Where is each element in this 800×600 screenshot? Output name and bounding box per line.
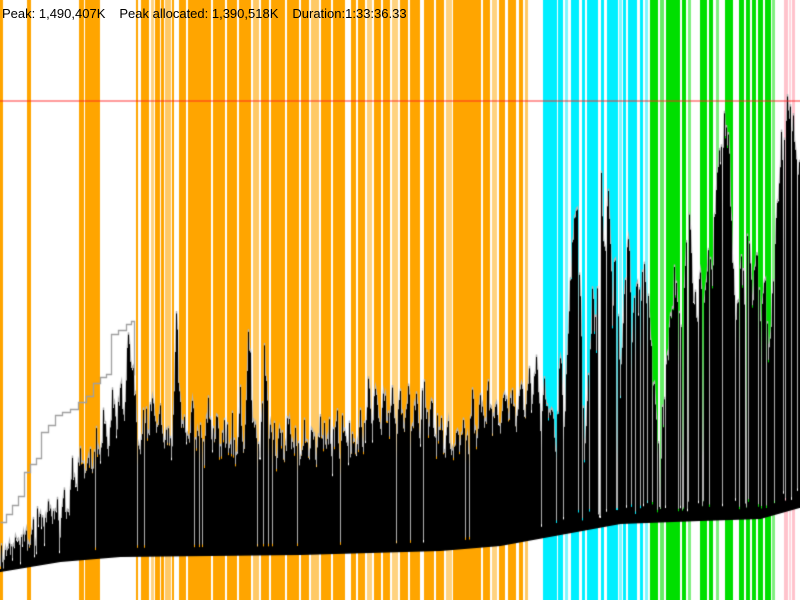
stats-bar: Peak: 1,490,407K Peak allocated: 1,390,5… <box>2 6 407 21</box>
peak-allocated-value: Peak allocated: 1,390,518K <box>119 6 279 21</box>
duration-value: Duration:1:33:36.33 <box>292 6 407 21</box>
peak-value: Peak: 1,490,407K <box>2 6 106 21</box>
